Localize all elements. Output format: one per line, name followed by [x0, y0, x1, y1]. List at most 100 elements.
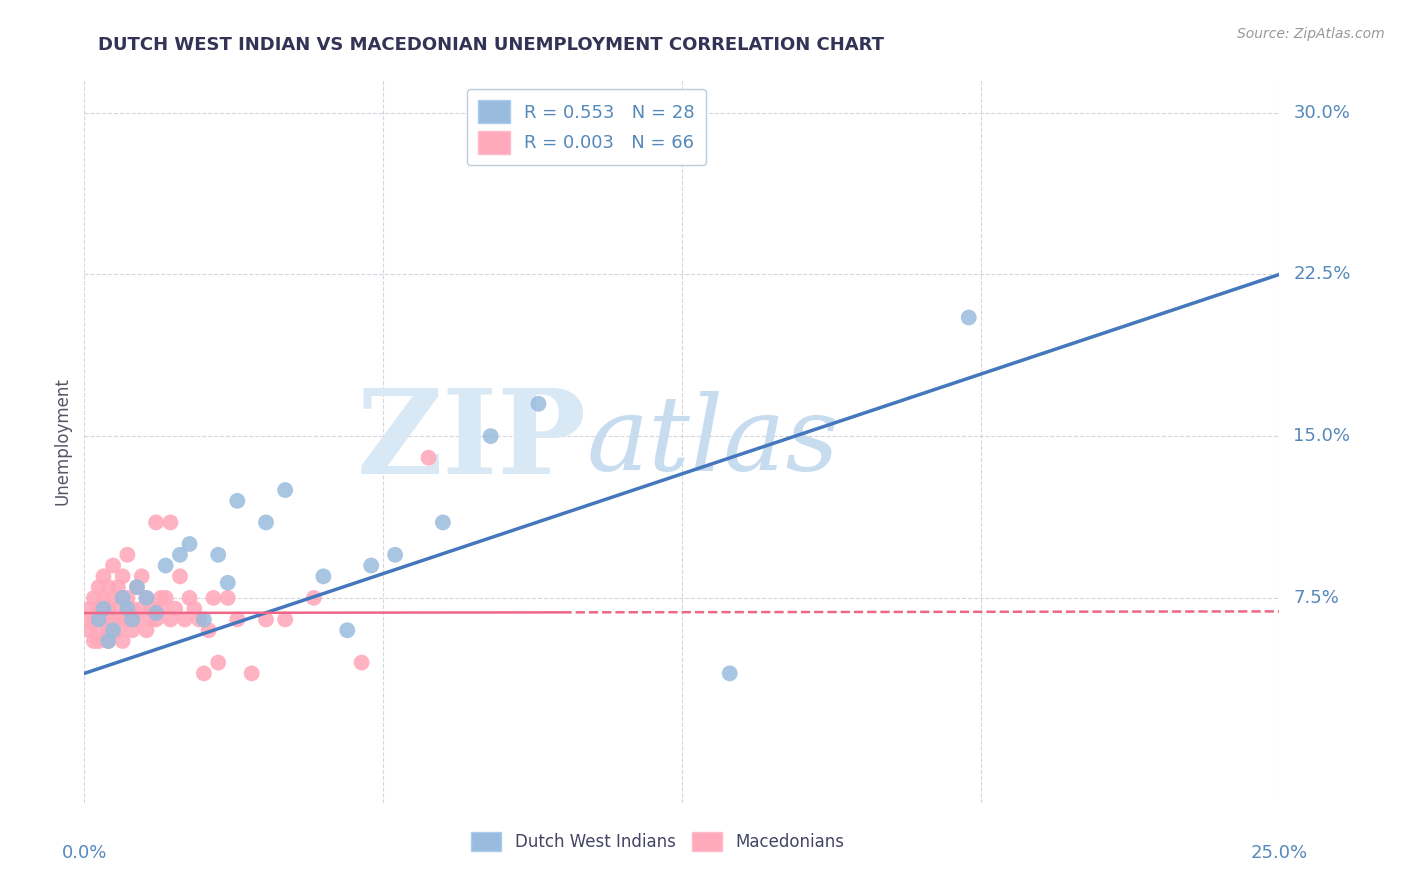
Point: [87, 580, 110, 594]
Point: [77, 601, 100, 615]
Point: [350, 656, 373, 670]
Point: [131, 569, 153, 583]
Point: [83, 612, 105, 626]
Point: [141, 612, 163, 626]
Point: [240, 666, 263, 681]
Point: [254, 516, 277, 530]
Point: [101, 624, 124, 638]
Point: [93, 612, 115, 626]
Text: 25.0%: 25.0%: [1251, 845, 1308, 863]
Point: [155, 591, 177, 605]
Point: [145, 516, 167, 530]
Point: [179, 537, 201, 551]
Point: [111, 591, 134, 605]
Point: [93, 591, 115, 605]
Point: [274, 483, 297, 497]
Point: [93, 569, 115, 583]
Point: [125, 612, 148, 626]
Text: 15.0%: 15.0%: [1294, 427, 1350, 445]
Point: [155, 558, 177, 573]
Text: DUTCH WEST INDIAN VS MACEDONIAN UNEMPLOYMENT CORRELATION CHART: DUTCH WEST INDIAN VS MACEDONIAN UNEMPLOY…: [98, 36, 884, 54]
Point: [97, 580, 120, 594]
Point: [97, 601, 120, 615]
Point: [97, 634, 120, 648]
Point: [101, 612, 124, 626]
Text: 30.0%: 30.0%: [1294, 103, 1350, 121]
Point: [169, 548, 191, 562]
Point: [479, 429, 502, 443]
Point: [149, 601, 172, 615]
Point: [159, 612, 181, 626]
Point: [418, 450, 440, 465]
Point: [183, 601, 205, 615]
Point: [254, 612, 277, 626]
Point: [111, 569, 134, 583]
Point: [336, 624, 359, 638]
Point: [173, 612, 195, 626]
Point: [217, 591, 239, 605]
Point: [202, 591, 225, 605]
Text: 7.5%: 7.5%: [1294, 589, 1340, 607]
Point: [718, 666, 741, 681]
Point: [207, 548, 229, 562]
Point: [97, 624, 120, 638]
Point: [87, 634, 110, 648]
Point: [121, 612, 143, 626]
Point: [197, 624, 219, 638]
Point: [193, 612, 215, 626]
Point: [207, 656, 229, 670]
Point: [93, 601, 115, 615]
Point: [135, 591, 157, 605]
Point: [432, 516, 454, 530]
Point: [117, 548, 139, 562]
Point: [121, 601, 143, 615]
Point: [87, 612, 110, 626]
Point: [145, 612, 167, 626]
Point: [111, 634, 134, 648]
Point: [188, 612, 211, 626]
Point: [107, 612, 129, 626]
Point: [145, 606, 167, 620]
Text: 22.5%: 22.5%: [1294, 266, 1351, 284]
Text: Source: ZipAtlas.com: Source: ZipAtlas.com: [1237, 27, 1385, 41]
Point: [101, 591, 124, 605]
Point: [274, 612, 297, 626]
Point: [117, 612, 139, 626]
Point: [83, 634, 105, 648]
Text: 0.0%: 0.0%: [62, 845, 107, 863]
Point: [107, 624, 129, 638]
Point: [957, 310, 980, 325]
Point: [149, 591, 172, 605]
Point: [111, 591, 134, 605]
Point: [83, 591, 105, 605]
Point: [107, 601, 129, 615]
Point: [121, 612, 143, 626]
Point: [159, 516, 181, 530]
Point: [77, 624, 100, 638]
Point: [384, 548, 406, 562]
Point: [193, 666, 215, 681]
Point: [217, 575, 239, 590]
Point: [117, 591, 139, 605]
Point: [77, 612, 100, 626]
Point: [125, 580, 148, 594]
Point: [169, 569, 191, 583]
Point: [87, 601, 110, 615]
Text: atlas: atlas: [586, 391, 839, 492]
Point: [121, 624, 143, 638]
Point: [141, 601, 163, 615]
Y-axis label: Unemployment: Unemployment: [53, 377, 72, 506]
Legend: Dutch West Indians, Macedonians: Dutch West Indians, Macedonians: [463, 823, 853, 860]
Point: [117, 601, 139, 615]
Point: [179, 591, 201, 605]
Point: [360, 558, 382, 573]
Point: [135, 624, 157, 638]
Point: [101, 558, 124, 573]
Point: [302, 591, 325, 605]
Point: [125, 580, 148, 594]
Point: [131, 601, 153, 615]
Point: [97, 634, 120, 648]
Point: [135, 591, 157, 605]
Point: [226, 493, 249, 508]
Point: [165, 601, 187, 615]
